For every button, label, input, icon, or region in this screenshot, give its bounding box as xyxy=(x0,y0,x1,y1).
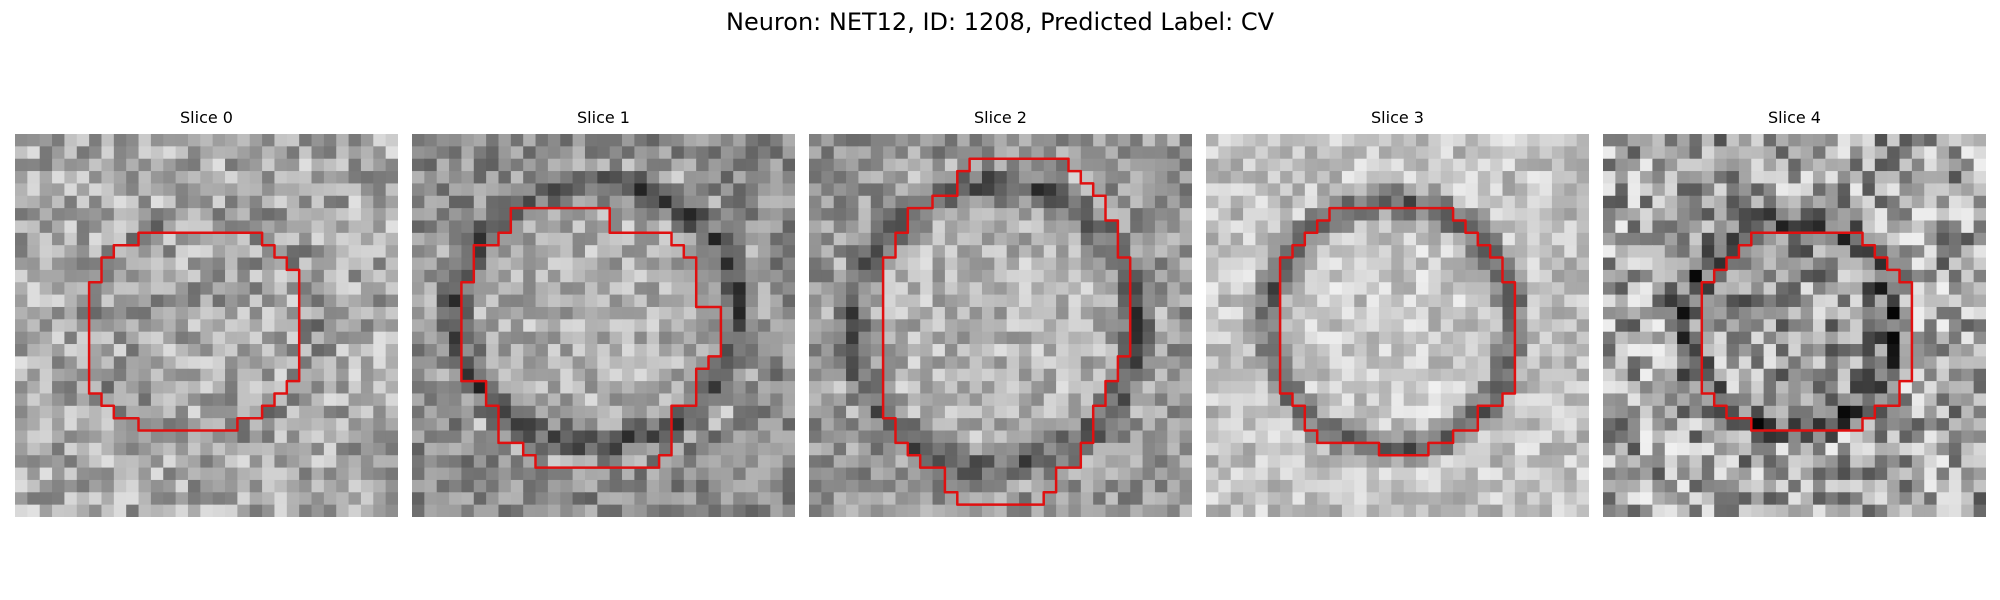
slice-1-image xyxy=(412,134,795,517)
figure-title: Neuron: NET12, ID: 1208, Predicted Label… xyxy=(726,8,1274,36)
slice-1-panel xyxy=(412,134,795,517)
slice-2-title: Slice 2 xyxy=(974,108,1027,127)
slice-3-title: Slice 3 xyxy=(1371,108,1424,127)
slice-4-contour xyxy=(1700,231,1914,432)
slice-3-contour xyxy=(1278,206,1517,457)
slice-1-title: Slice 1 xyxy=(577,108,630,127)
slice-3-image xyxy=(1206,134,1589,517)
slice-2-panel xyxy=(809,134,1192,517)
slice-2-contour xyxy=(881,157,1132,506)
slice-1-contour xyxy=(460,206,723,469)
slice-2-image xyxy=(809,134,1192,517)
slice-4-image xyxy=(1603,134,1986,517)
slice-4-title: Slice 4 xyxy=(1768,108,1821,127)
slice-0-panel xyxy=(15,134,398,517)
slice-4-panel xyxy=(1603,134,1986,517)
slice-0-contour xyxy=(87,231,301,432)
slice-0-image xyxy=(15,134,398,517)
slice-0-title: Slice 0 xyxy=(180,108,233,127)
slice-3-panel xyxy=(1206,134,1589,517)
